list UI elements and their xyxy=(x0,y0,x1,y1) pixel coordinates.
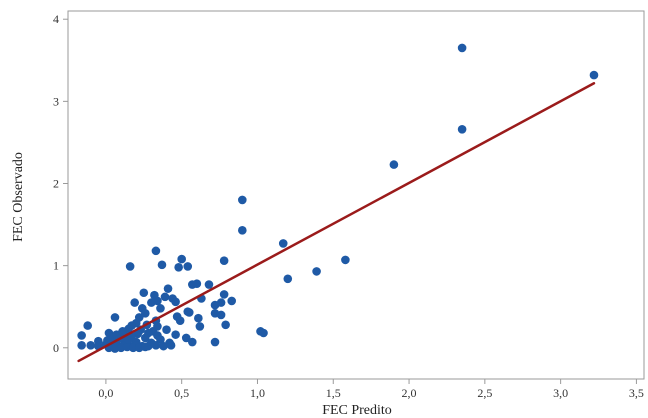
data-point xyxy=(159,341,168,351)
data-point xyxy=(151,341,161,350)
data-point xyxy=(156,304,165,313)
data-point xyxy=(174,262,183,272)
data-point xyxy=(259,328,268,338)
y-axis: 0 1 2 3 4 xyxy=(53,12,68,355)
data-point xyxy=(227,296,237,306)
data-point xyxy=(210,337,220,347)
data-point xyxy=(147,298,156,307)
data-point xyxy=(238,226,247,235)
data-point xyxy=(283,274,293,284)
data-point xyxy=(194,313,203,323)
data-point xyxy=(221,320,230,330)
data-point xyxy=(139,288,149,298)
data-point xyxy=(157,260,167,270)
y-tick-label: 4 xyxy=(53,12,59,26)
data-point xyxy=(589,70,599,80)
y-tick-label: 1 xyxy=(53,259,59,273)
data-point xyxy=(457,124,467,134)
data-point xyxy=(104,328,114,338)
data-point xyxy=(130,298,139,307)
data-point xyxy=(195,322,205,331)
data-point xyxy=(238,195,247,205)
data-point xyxy=(118,327,127,336)
data-point xyxy=(204,280,214,289)
data-point xyxy=(187,280,197,289)
data-point xyxy=(83,321,93,330)
x-tick-label: 2,5 xyxy=(477,386,492,400)
x-tick-label: 0,0 xyxy=(98,386,113,400)
x-tick-label: 3,5 xyxy=(629,386,644,400)
data-point xyxy=(312,267,321,276)
data-point xyxy=(77,341,86,350)
data-point xyxy=(389,160,399,169)
y-tick-label: 3 xyxy=(53,94,59,108)
data-point xyxy=(187,337,197,347)
data-point xyxy=(457,43,467,53)
data-point xyxy=(125,262,135,271)
y-tick-label: 0 xyxy=(53,341,59,355)
x-axis: 0,0 0,5 1,0 1,5 2,0 2,5 3,0 3,5 xyxy=(98,379,644,400)
data-point xyxy=(156,335,165,344)
data-point xyxy=(166,341,176,350)
x-tick-label: 0,5 xyxy=(174,386,189,400)
plot-frame xyxy=(67,10,645,380)
data-points xyxy=(77,43,599,353)
data-point xyxy=(278,239,288,248)
x-axis-title: FEC Predito xyxy=(322,403,392,418)
data-point xyxy=(341,255,350,265)
data-point xyxy=(141,308,150,318)
x-tick-label: 3,0 xyxy=(553,386,568,400)
data-point xyxy=(151,246,161,256)
data-point xyxy=(175,316,185,325)
data-point xyxy=(86,341,96,350)
x-tick-label: 1,5 xyxy=(326,386,341,400)
data-point xyxy=(77,331,86,340)
data-point xyxy=(141,342,150,352)
data-point xyxy=(171,297,180,307)
data-point xyxy=(128,343,138,353)
data-point xyxy=(163,284,173,293)
data-point xyxy=(184,308,194,317)
x-tick-label: 1,0 xyxy=(250,386,265,400)
data-point xyxy=(110,313,120,322)
y-axis-title: FEC Observado xyxy=(11,152,26,242)
data-point xyxy=(160,292,170,302)
data-point xyxy=(216,310,226,320)
data-point xyxy=(141,333,150,343)
x-tick-label: 2,0 xyxy=(402,386,417,400)
data-point xyxy=(219,290,229,299)
data-point xyxy=(216,298,226,307)
data-point xyxy=(219,256,229,266)
y-tick-label: 2 xyxy=(53,177,59,191)
data-point xyxy=(183,262,193,271)
data-point xyxy=(171,330,180,339)
data-point xyxy=(177,254,186,264)
data-point xyxy=(124,335,133,344)
data-point xyxy=(162,325,171,335)
regression-line xyxy=(77,82,596,363)
data-point xyxy=(181,333,191,343)
